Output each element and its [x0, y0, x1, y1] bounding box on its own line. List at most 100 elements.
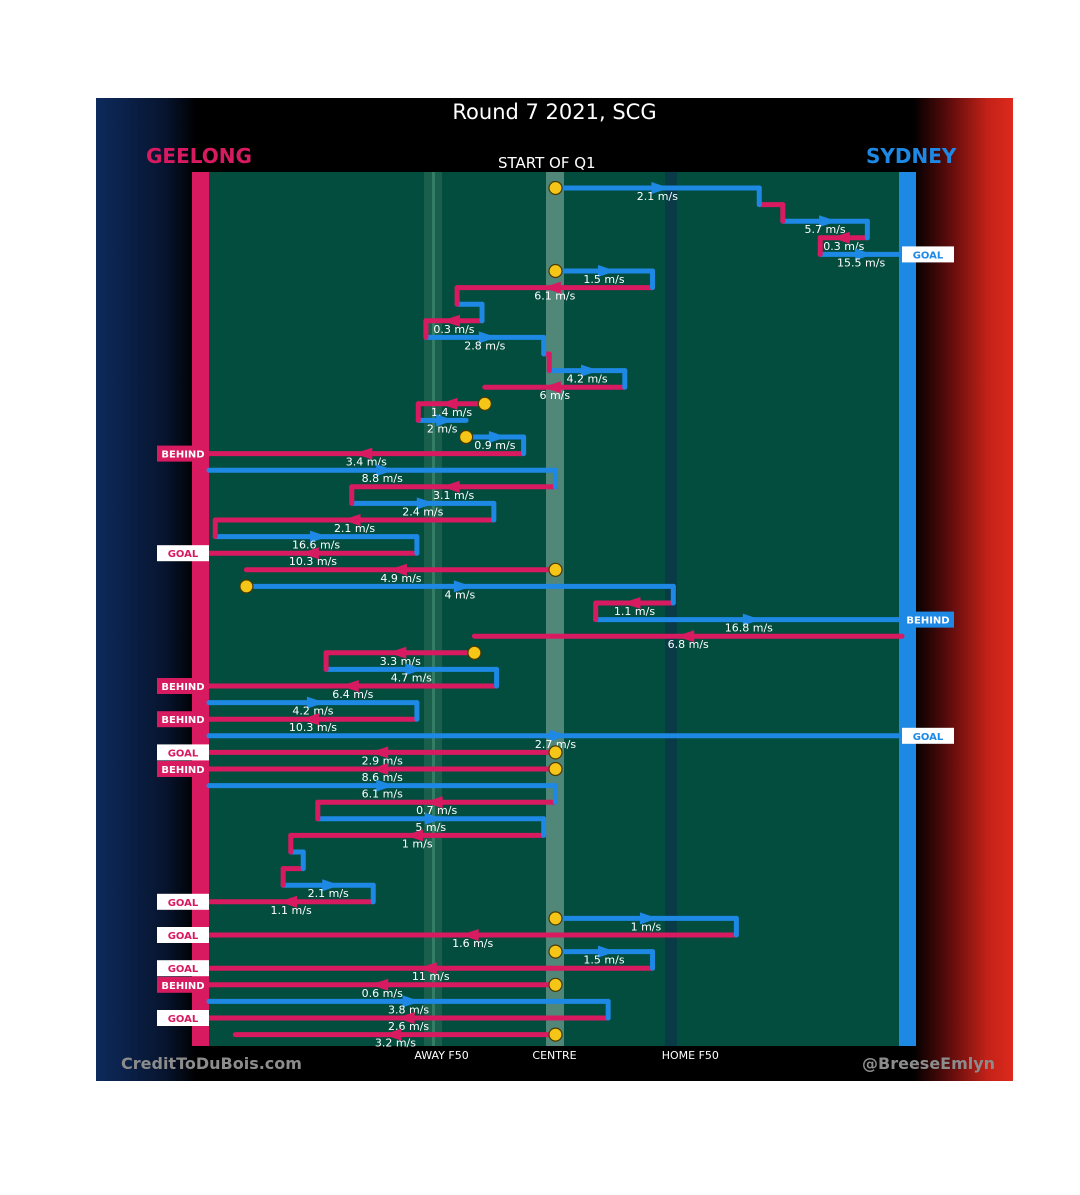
chain: 3.3 m/s 4.7 m/s 6.4 m/s	[206, 646, 500, 701]
speed-label: 4.7 m/s	[391, 671, 432, 684]
direction-arrow	[322, 879, 341, 892]
chain: 0.6 m/s	[206, 978, 558, 1000]
result-badge	[157, 960, 209, 977]
chain: 6.1 m/s0.7 m/s5 m/s1 m/s2.1 m/s1.1 m/s	[206, 779, 558, 917]
sydney-goal-line	[899, 172, 916, 1046]
result-badge	[157, 1010, 209, 1026]
result-label: GOAL	[913, 732, 944, 743]
direction-arrow	[542, 381, 561, 394]
speed-label: 6.1 m/s	[534, 290, 575, 303]
speed-label: 3.2 m/s	[375, 1037, 416, 1050]
speed-label: 4.9 m/s	[380, 572, 421, 585]
chain: 2.1 m/s 5.7 m/s 0.3 m/s 15.5 m/s	[553, 182, 905, 269]
speed-label: 16.8 m/s	[725, 622, 773, 635]
centre-bounce-marker	[548, 745, 563, 760]
home-f50-band	[665, 172, 677, 1046]
direction-arrow	[424, 812, 443, 825]
result-label: GOAL	[168, 898, 199, 909]
centre-bounce-marker	[548, 944, 563, 959]
speed-label: 1 m/s	[402, 837, 433, 850]
result-label: BEHIND	[161, 682, 204, 693]
direction-arrow	[376, 464, 395, 477]
direction-arrow	[370, 746, 389, 759]
centre-bounce-marker	[548, 562, 563, 577]
speed-label: 3.1 m/s	[433, 489, 474, 502]
result-label: GOAL	[913, 250, 944, 261]
direction-arrow	[460, 929, 479, 941]
chain: 0.9 m/s3.4 m/s	[206, 431, 527, 469]
speed-label: 4.2 m/s	[292, 705, 333, 718]
direction-arrow	[651, 182, 670, 194]
speed-label: 4.2 m/s	[566, 373, 607, 386]
speed-label: 0.9 m/s	[474, 439, 515, 452]
direction-arrow	[542, 281, 561, 294]
speed-label: 16.6 m/s	[292, 539, 340, 552]
result-label: BEHIND	[161, 715, 204, 726]
chain: 2.9 m/s	[206, 746, 558, 767]
speed-label: 8.8 m/s	[362, 472, 403, 485]
chain: 1 m/s 1.6 m/s	[206, 912, 739, 950]
result-label: GOAL	[168, 931, 199, 942]
x-tick-label: HOME F50	[662, 1049, 719, 1062]
speed-label: 1.5 m/s	[583, 954, 624, 967]
speed-label: 8.6 m/s	[362, 771, 403, 784]
speed-label: 0.3 m/s	[433, 323, 474, 336]
centre-bounce-marker	[548, 977, 563, 992]
direction-arrow	[581, 364, 600, 377]
result-badge	[157, 545, 209, 562]
speed-label: 2.4 m/s	[402, 505, 443, 518]
speed-label: 1 m/s	[631, 920, 662, 933]
away-f50-line	[432, 172, 435, 1046]
direction-arrow	[388, 563, 407, 576]
result-label: BEHIND	[161, 765, 204, 776]
speed-label: 1.4 m/s	[431, 406, 472, 419]
direction-arrow	[441, 314, 460, 327]
direction-arrow	[306, 696, 325, 709]
direction-arrow	[354, 447, 373, 460]
direction-arrow	[598, 265, 617, 277]
speed-label: 0.7 m/s	[416, 804, 457, 817]
chain: 6.8 m/s	[471, 630, 905, 651]
speed-label: 2.1 m/s	[334, 522, 375, 535]
speed-label: 4 m/s	[445, 588, 476, 601]
speed-label: 10.3 m/s	[289, 721, 337, 734]
chains-layer: 2.1 m/s 5.7 m/s 0.3 m/s 15.5 m/s 1.5 m/s 6.1 …	[206, 180, 905, 1050]
chain: 1.4 m/s 2 m/s	[415, 397, 488, 435]
direction-arrow	[416, 497, 435, 510]
speed-label: 2.7 m/s	[535, 738, 576, 751]
centre-bounce-marker	[459, 429, 474, 445]
direction-arrow	[370, 763, 389, 775]
speed-label: 10.3 m/s	[289, 555, 337, 568]
result-badge	[157, 927, 209, 943]
speed-label: 11 m/s	[412, 970, 450, 983]
speed-label: 1.1 m/s	[614, 605, 655, 618]
chain: 3.8 m/s2.6 m/s	[206, 995, 611, 1033]
centre-bounce-marker	[548, 911, 563, 926]
direction-arrow	[342, 514, 361, 526]
centre-bounce-marker	[239, 579, 254, 594]
quarter-label: START OF Q1	[498, 154, 596, 172]
centre-bounce-marker	[548, 180, 563, 196]
direction-arrow	[424, 796, 443, 809]
direction-arrow	[478, 331, 497, 344]
chain: 1.5 m/s 6.1 m/s 0.3 m/s 2.8 m/s 4.2 m/s 6 m/s	[423, 265, 656, 402]
direction-arrow	[488, 431, 507, 443]
direction-arrow	[300, 713, 319, 726]
speed-label: 5.7 m/s	[804, 223, 845, 236]
speed-label: 2.8 m/s	[464, 339, 505, 352]
direction-arrow	[383, 1028, 402, 1041]
direction-arrow	[436, 414, 455, 427]
direction-arrow	[855, 248, 874, 261]
result-badge	[902, 246, 954, 263]
speed-label: 0.6 m/s	[362, 987, 403, 1000]
direction-arrow	[405, 663, 424, 676]
result-label: GOAL	[168, 964, 199, 975]
speed-label: 6 m/s	[539, 389, 570, 402]
speed-label: 1.1 m/s	[271, 904, 312, 917]
centre-bounce-marker	[477, 396, 492, 411]
result-label: BEHIND	[161, 981, 204, 992]
speed-label: 0.3 m/s	[823, 240, 864, 253]
chain: 8.8 m/s 3.1 m/s 2.4 m/s 2.1 m/s 16.6 m/s 10.3…	[206, 464, 558, 568]
direction-arrow	[405, 829, 424, 842]
direction-arrow	[622, 597, 641, 609]
